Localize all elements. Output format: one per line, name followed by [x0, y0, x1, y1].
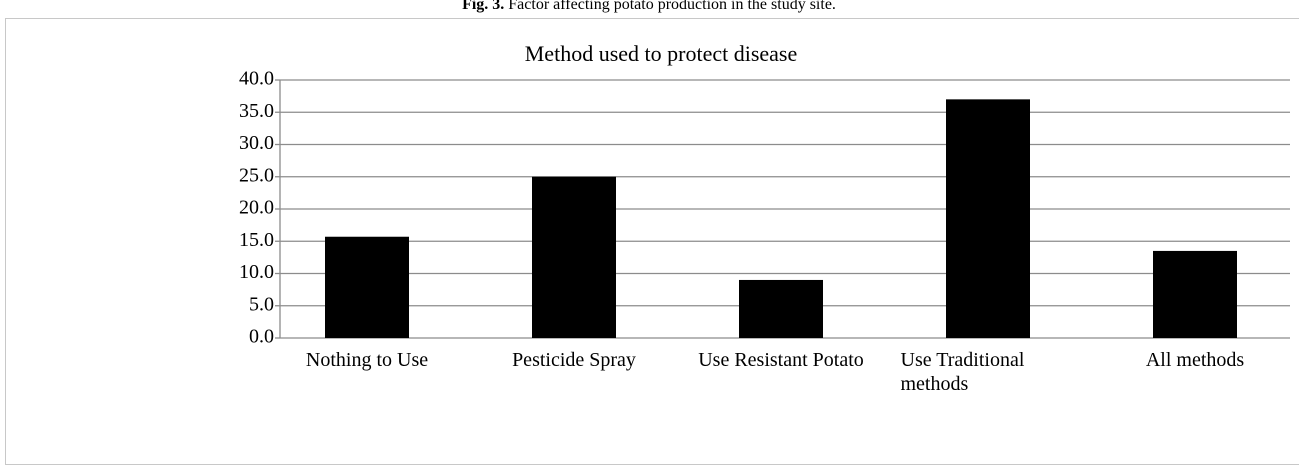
y-tick-label: 0.0 [249, 326, 274, 348]
x-tick-label: Nothing to Use [305, 349, 429, 371]
y-tick-label: 5.0 [249, 293, 274, 315]
bar [739, 279, 823, 338]
y-tick-label: 35.0 [239, 100, 274, 122]
y-tick-label: 20.0 [239, 197, 274, 219]
y-tick-label: 25.0 [239, 164, 274, 186]
x-tick-label-box: Nothing to Use [267, 348, 467, 372]
x-tick-label: Use Resistant Potato [698, 349, 864, 371]
bar [1153, 250, 1237, 338]
y-tick-label: 40.0 [239, 68, 274, 90]
x-tick-label: Pesticide Spray [512, 349, 636, 371]
x-tick-label-box: Use Traditional methods [888, 348, 1088, 396]
y-tick-label: 15.0 [239, 229, 274, 251]
caption: Fig. 3. Factor affecting potato producti… [462, 0, 836, 13]
caption-text: Factor affecting potato production in th… [508, 0, 836, 13]
bar [325, 236, 409, 338]
y-tick-label: 30.0 [239, 132, 274, 154]
caption-label: Fig. 3. [462, 0, 504, 13]
x-tick-label: All methods [1145, 349, 1245, 371]
x-tick-label-box: All methods [1095, 348, 1295, 372]
bar [532, 176, 616, 338]
chart-title: Method used to protect disease [525, 41, 798, 66]
x-tick-label-box: Pesticide Spray [474, 348, 674, 372]
x-tick-label: Use Traditional methods [900, 349, 1025, 395]
chart-border [5, 18, 1299, 465]
x-tick-label-box: Use Resistant Potato [681, 348, 881, 372]
bar [946, 99, 1030, 338]
y-tick-label: 10.0 [239, 261, 274, 283]
